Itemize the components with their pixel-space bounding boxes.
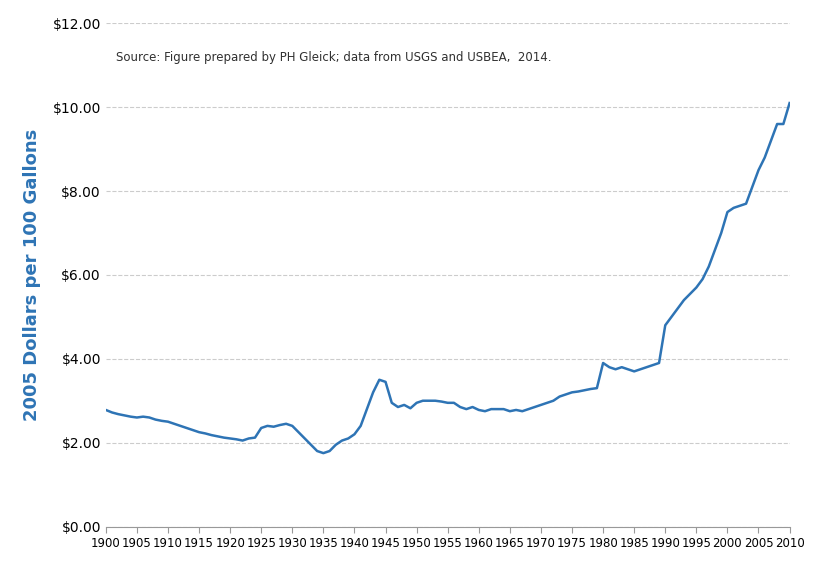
Y-axis label: 2005 Dollars per 100 Gallons: 2005 Dollars per 100 Gallons: [24, 129, 42, 421]
Text: Source: Figure prepared by PH Gleick; data from USGS and USBEA,  2014.: Source: Figure prepared by PH Gleick; da…: [116, 51, 552, 64]
